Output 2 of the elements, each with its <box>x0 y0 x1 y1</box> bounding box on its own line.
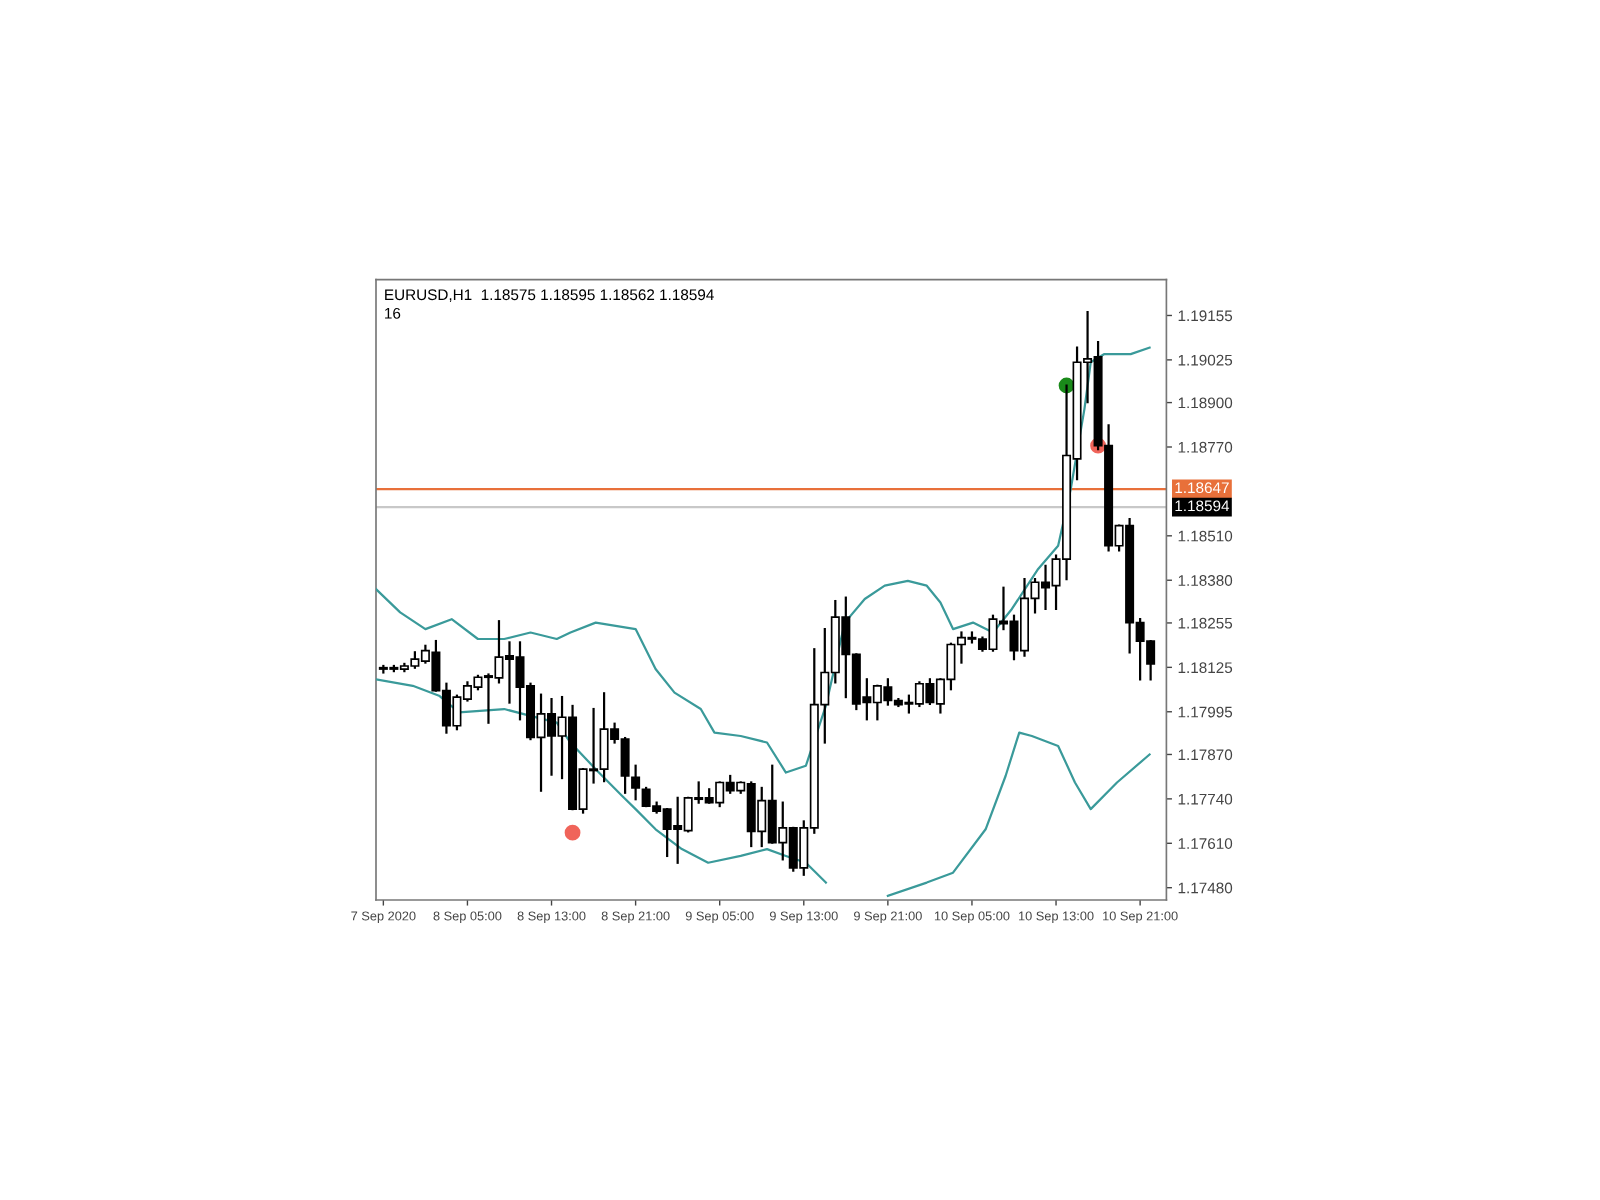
line-series <box>376 346 1151 774</box>
point <box>564 824 581 841</box>
